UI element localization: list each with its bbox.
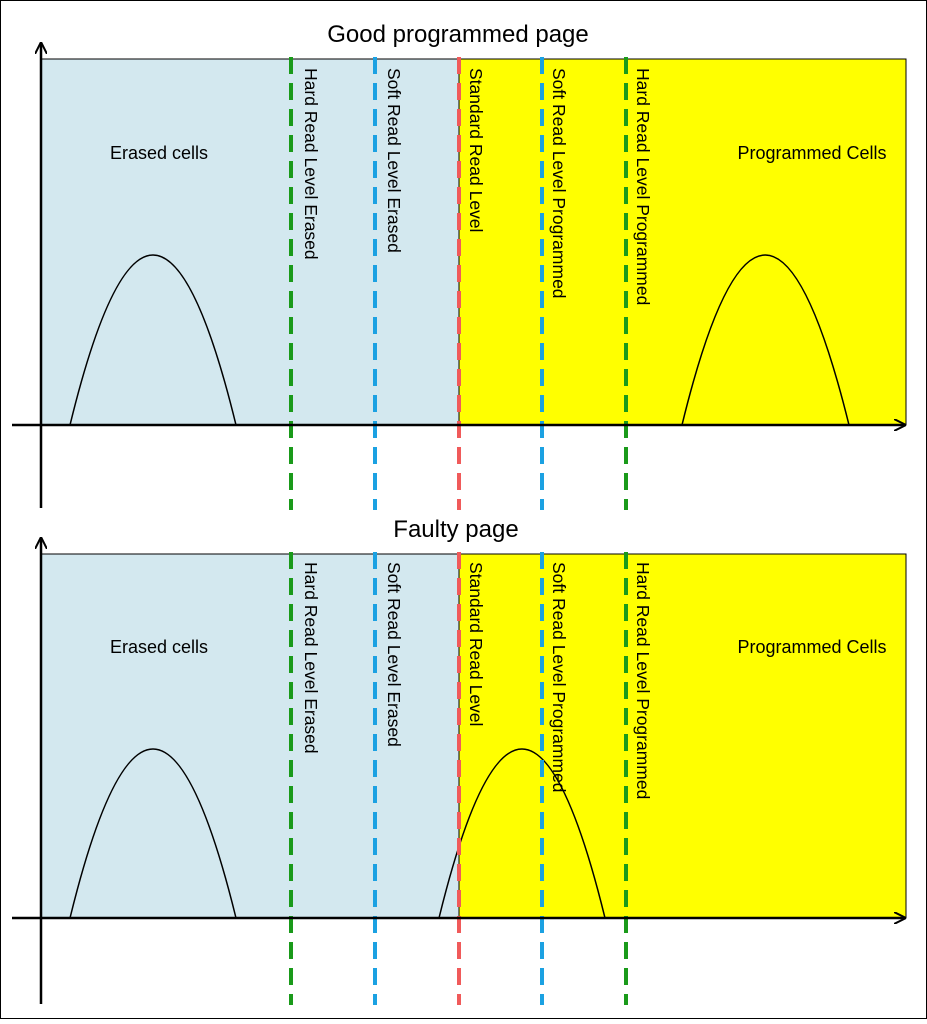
panel-faulty-page: Faulty page Erased cells Programmed Cell…: [12, 516, 907, 1005]
erased-distribution-curve: [69, 254, 237, 426]
standard-read-label: Standard Read Level: [466, 562, 486, 726]
programmed-region: [458, 58, 907, 426]
soft-read-erased-label: Soft Read Level Erased: [384, 562, 404, 747]
hard-read-erased-label: Hard Read Level Erased: [301, 562, 321, 754]
programmed-distribution-curve: [681, 254, 850, 426]
erased-distribution-curve: [69, 748, 237, 919]
hard-read-erased-label: Hard Read Level Erased: [301, 68, 321, 260]
erased-region: [40, 553, 460, 919]
programmed-cells-label: Programmed Cells: [737, 143, 886, 163]
panel-title: Good programmed page: [327, 21, 589, 48]
standard-read-label: Standard Read Level: [466, 68, 486, 232]
programmed-region: [458, 553, 907, 919]
erased-region: [40, 58, 460, 426]
soft-read-programmed-label: Soft Read Level Programmed: [549, 562, 569, 793]
panel-title: Faulty page: [393, 516, 518, 543]
programmed-cells-label: Programmed Cells: [737, 637, 886, 657]
programmed-distribution-curve: [438, 748, 606, 919]
soft-read-erased-label: Soft Read Level Erased: [384, 68, 404, 253]
hard-read-programmed-label: Hard Read Level Programmed: [633, 68, 653, 305]
hard-read-programmed-label: Hard Read Level Programmed: [633, 562, 653, 799]
soft-read-programmed-label: Soft Read Level Programmed: [549, 68, 569, 299]
erased-cells-label: Erased cells: [110, 637, 208, 657]
erased-cells-label: Erased cells: [110, 143, 208, 163]
panel-good-page: Good programmed page Erased cells Progra…: [12, 21, 907, 510]
